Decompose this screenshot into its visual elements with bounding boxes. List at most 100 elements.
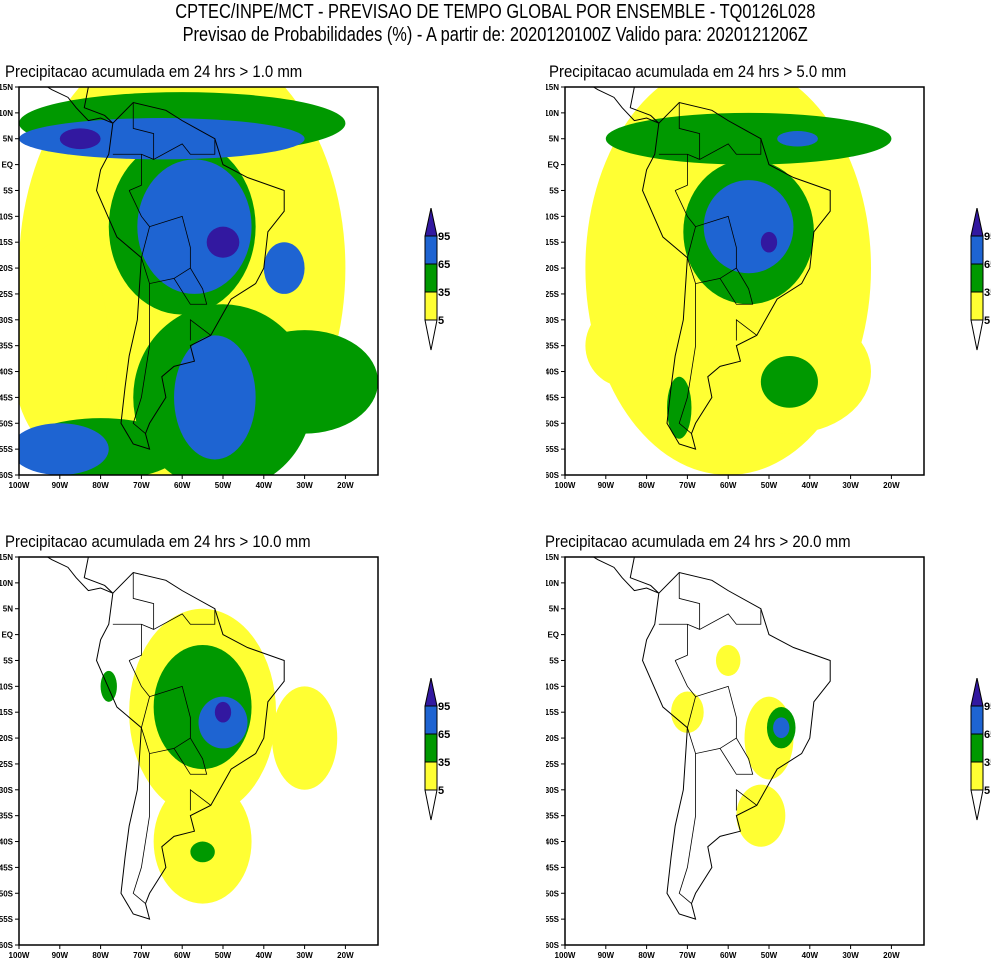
colorbar-label: 95 [984,231,991,243]
lat-tick-label: 30S [0,316,14,325]
map-frame [564,86,925,476]
lat-tick-label: 20S [0,264,14,273]
lat-tick-label: 40S [0,368,14,377]
probability-area [206,226,240,258]
country-border [173,267,208,305]
title-line-2: Previsao de Probabilidades (%) - A parti… [182,24,809,46]
probability-area [773,717,790,739]
probability-area [760,356,818,408]
lat-tick-label: 15S [0,238,14,247]
lon-tick-label: 80W [92,951,109,960]
country-border [735,318,758,341]
country-border [128,660,150,697]
map-panel-10mm: 15N 10N 5N EQ 5S 10S 15S 20S 25S 30S 35S 40S 45S 50S 5… [0,553,379,960]
coastline [592,557,831,920]
lat-tick-label: 10N [0,109,13,118]
lon-tick-label: 50W [761,481,778,490]
lat-tick-label: EQ [1,161,13,170]
lon-tick-label: 40W [802,481,819,490]
probability-area [760,231,778,253]
colorbar-label: 5 [984,315,990,327]
lat-tick-label: 15N [0,553,13,562]
lon-tick-label: 100W [555,481,576,490]
country-border [678,102,701,160]
probability-area [174,335,256,460]
country-border [687,215,737,285]
probability-area [777,130,818,147]
country-border [129,624,142,661]
lon-tick-label: 70W [133,481,150,490]
map-frame [18,556,379,946]
panel-title-2: Precipitacao acumulada em 24 hrs > 5.0 m… [549,62,847,81]
probability-area [667,376,692,439]
country-border [658,608,762,630]
probability-area [137,159,252,294]
lon-tick-label: 70W [679,481,696,490]
country-border [132,283,150,434]
colorbar-label: 65 [438,259,450,271]
lon-tick-label: 60W [720,481,737,490]
lon-tick-label: 40W [802,951,819,960]
lon-tick-label: 50W [215,951,232,960]
country-border [189,318,212,341]
lat-tick-label: 30S [546,786,560,795]
lon-tick-label: 60W [174,951,191,960]
colorbar-label: 95 [438,701,450,713]
country-border [658,138,762,160]
colorbar-label: 5 [984,785,990,797]
coastline [46,87,285,450]
lat-tick-label: 30S [0,786,14,795]
country-border [719,737,754,775]
lat-tick-label: 60S [0,941,14,950]
lat-tick-label: EQ [547,161,559,170]
country-border [678,283,696,434]
title-line-1: CPTEC/INPE/MCT - PREVISAO DE TEMPO GLOBA… [175,1,816,23]
country-border [687,685,737,755]
lon-tick-label: 40W [256,481,273,490]
probability-area [214,701,232,723]
lon-tick-label: 30W [296,951,313,960]
lat-tick-label: EQ [1,631,13,640]
probability-area [736,784,786,847]
lon-tick-label: 30W [842,951,859,960]
lat-tick-label: 60S [546,471,560,480]
panel-title-4: Precipitacao acumulada em 24 hrs > 20.0 … [545,532,851,551]
probability-area [231,330,378,434]
lat-tick-label: 40S [0,838,14,847]
lon-tick-label: 90W [598,481,615,490]
lat-tick-label: 25S [546,290,560,299]
lat-tick-label: 45S [546,863,560,872]
lat-tick-label: 5S [3,656,13,665]
lon-tick-label: 40W [256,951,273,960]
lat-tick-label: 55S [0,915,14,924]
lat-tick-label: EQ [547,631,559,640]
lat-tick-label: 40S [546,368,560,377]
lat-tick-label: 50S [0,889,14,898]
country-border [678,572,701,630]
lat-tick-label: 20S [0,734,14,743]
lat-tick-label: 15N [546,553,559,562]
lat-tick-label: 25S [546,760,560,769]
country-border [132,572,155,630]
colorbar-label: 95 [438,231,450,243]
lat-tick-label: 10N [546,579,559,588]
map-frame [564,556,925,946]
colorbar-2: 95 65 35 5 [970,208,991,351]
colorbar-3: 95 65 35 5 [424,678,450,821]
lat-tick-label: 35S [0,812,14,821]
lat-tick-label: 55S [0,445,14,454]
figure-title: CPTEC/INPE/MCT - PREVISAO DE TEMPO GLOBA… [0,1,991,23]
lat-tick-label: 35S [0,342,14,351]
probability-area [263,242,305,294]
country-border [112,138,216,160]
lat-tick-label: 25S [0,760,14,769]
lat-tick-label: 55S [546,915,560,924]
lon-tick-label: 80W [638,951,655,960]
lat-tick-label: 15N [546,83,559,92]
lat-tick-label: 10S [546,682,560,691]
lon-tick-label: 80W [92,481,109,490]
lon-tick-label: 60W [174,481,191,490]
country-border [674,190,696,227]
lon-tick-label: 50W [761,951,778,960]
colorbar-4: 95 65 35 5 [970,678,991,821]
